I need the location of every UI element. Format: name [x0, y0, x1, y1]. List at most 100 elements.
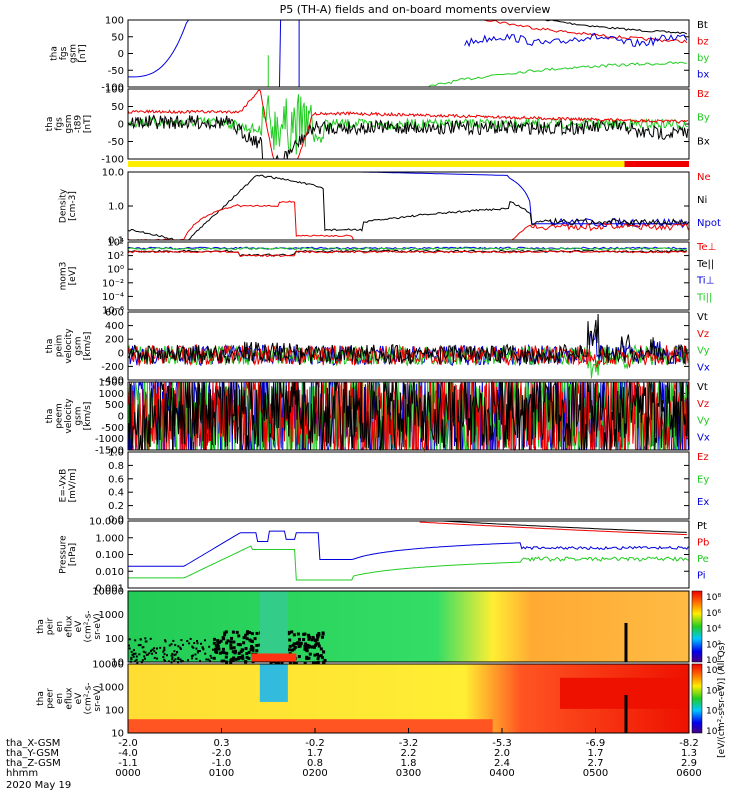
- axis-row-value: 0000: [115, 768, 140, 779]
- spectrogram-band: [259, 591, 288, 662]
- panel-5-tick-label: 400: [105, 321, 124, 332]
- panel-8-tick-label: 1.000: [95, 533, 124, 544]
- spectrogram-noise: [234, 657, 238, 661]
- spectrogram-noise: [146, 653, 149, 656]
- spectrogram-noise: [247, 656, 251, 660]
- panel-6-ylabel: peem: [55, 403, 65, 429]
- axis-row-value: 0.8: [307, 758, 323, 769]
- spectrogram-noise: [136, 661, 139, 664]
- panel-7-tick-label: 0.2: [108, 501, 124, 512]
- spectrogram-noise: [155, 647, 158, 650]
- panel-1-ylabel: [nT]: [78, 44, 88, 62]
- spectrogram-noise: [180, 639, 183, 642]
- spectrogram-noise: [292, 647, 296, 651]
- panel-5-ylabel: tha: [45, 339, 55, 354]
- panel-6-tick-label: 0: [118, 412, 124, 423]
- spectrogram-noise: [202, 648, 205, 651]
- spectrogram-noise: [217, 640, 221, 644]
- spectrogram-noise: [316, 652, 320, 656]
- spectrogram-noise: [238, 643, 242, 647]
- spectrogram-noise: [173, 650, 176, 653]
- spectrogram-noise: [153, 647, 156, 650]
- panel-9-tick-label: 10: [111, 658, 124, 669]
- panel-10-tick-label: 1000: [99, 683, 124, 694]
- spectrogram-noise: [314, 642, 318, 646]
- panel-5: tha peim velocity gsm [km/s] 600 400 200 0 -200 -4…: [45, 308, 710, 387]
- axis-row-value: 2.7: [588, 758, 604, 769]
- spectrogram-noise: [249, 648, 253, 652]
- spectrogram-noise: [130, 656, 133, 659]
- series-bx: [278, 19, 282, 88]
- spectrogram-noise: [177, 658, 180, 661]
- panel-4-tick-label: 10⁴: [107, 238, 124, 249]
- panel-3: Density [cm-3] 10.0 1.0 0.1 Ne Ni Npot: [59, 168, 721, 247]
- spectrogram-noise: [305, 649, 309, 653]
- axis-row-value: -2.0: [212, 748, 232, 759]
- spectrogram-band: [128, 719, 493, 733]
- ion-spectrogram: [128, 591, 689, 662]
- panel-4-ylabel: [eV]: [68, 267, 78, 286]
- spectrogram-noise: [194, 653, 197, 656]
- spectrogram-noise: [163, 653, 166, 656]
- panel-frame: [127, 241, 690, 311]
- spectrogram-noise: [225, 641, 229, 645]
- panel-3-tick-label: 0.1: [108, 236, 124, 247]
- series-bx: [464, 32, 688, 48]
- spectrogram-noise: [144, 651, 147, 654]
- spectrogram-noise: [319, 647, 323, 651]
- colorbar-tick: 10⁸: [706, 593, 721, 603]
- legend-Vx: Vx: [697, 362, 710, 373]
- spectrogram-noise: [255, 631, 259, 635]
- spectrogram-noise: [223, 633, 227, 637]
- spectrogram-noise: [313, 653, 317, 657]
- panel-6-tick-label: 1000: [99, 389, 124, 400]
- legend-Bx: Bx: [697, 136, 710, 147]
- spectrogram-noise: [173, 659, 176, 662]
- panel-10-tick-label: 10: [111, 729, 124, 740]
- spectrogram-noise: [293, 645, 297, 649]
- spectrogram-noise: [191, 654, 194, 657]
- legend-Pe: Pe: [697, 554, 709, 565]
- spectrogram-noise: [231, 630, 235, 634]
- legend-Ex: Ex: [697, 497, 709, 508]
- axis-row-value: -2.0: [118, 738, 138, 749]
- spectrogram-noise: [237, 634, 241, 638]
- spectrogram-noise: [193, 642, 196, 645]
- spectrogram-noise: [188, 642, 191, 645]
- spectrogram-gap: [624, 695, 628, 733]
- panel-4-tick-label: 10⁻²: [102, 278, 124, 289]
- spectrogram-noise: [162, 650, 165, 653]
- spectrogram-noise: [288, 638, 292, 642]
- spectrogram-noise: [174, 644, 177, 647]
- panel-9-ylabel: sr-eV): [93, 613, 103, 639]
- panel-6-ylabel: gsm: [74, 406, 84, 425]
- spectrogram-noise: [226, 639, 230, 643]
- panel-5-ylabel: [km/s]: [83, 332, 93, 361]
- spectrogram-noise: [307, 656, 311, 660]
- spectrogram-noise: [164, 640, 167, 643]
- spectrogram-noise: [128, 644, 131, 647]
- spectrogram-noise: [314, 661, 318, 665]
- spectrogram-noise: [310, 638, 314, 642]
- spectrogram-noise: [128, 647, 131, 650]
- spectrogram-noise: [148, 652, 151, 655]
- spectrogram-noise: [292, 633, 296, 637]
- spectrogram-noise: [144, 640, 147, 643]
- panel-8-ylabel: [nPa]: [68, 543, 78, 566]
- series-by: [428, 61, 687, 88]
- spectrogram-noise: [134, 639, 137, 642]
- axis-row-value: -0.2: [305, 738, 325, 749]
- spectrogram-noise: [137, 644, 140, 647]
- spectrogram-noise: [208, 645, 211, 648]
- panel-7-ylabel: E=-VxB: [59, 469, 69, 503]
- panel-8-tick-label: 10.000: [89, 517, 124, 528]
- panel-6-tick-label: 500: [105, 400, 124, 411]
- panel-2-ylabel: tha: [45, 117, 55, 132]
- spectrogram-noise: [195, 647, 198, 650]
- panel-6: tha peem velocity gsm [km/s] 150010005000-500…: [45, 378, 710, 457]
- colorbar-tick: 10⁶: [706, 609, 721, 619]
- panel-10-ylabel: eflux: [65, 687, 75, 710]
- colorbar-tick: 10²: [706, 640, 721, 650]
- spectrogram-noise: [244, 647, 248, 651]
- colorbar-tick: 10⁰: [706, 656, 721, 666]
